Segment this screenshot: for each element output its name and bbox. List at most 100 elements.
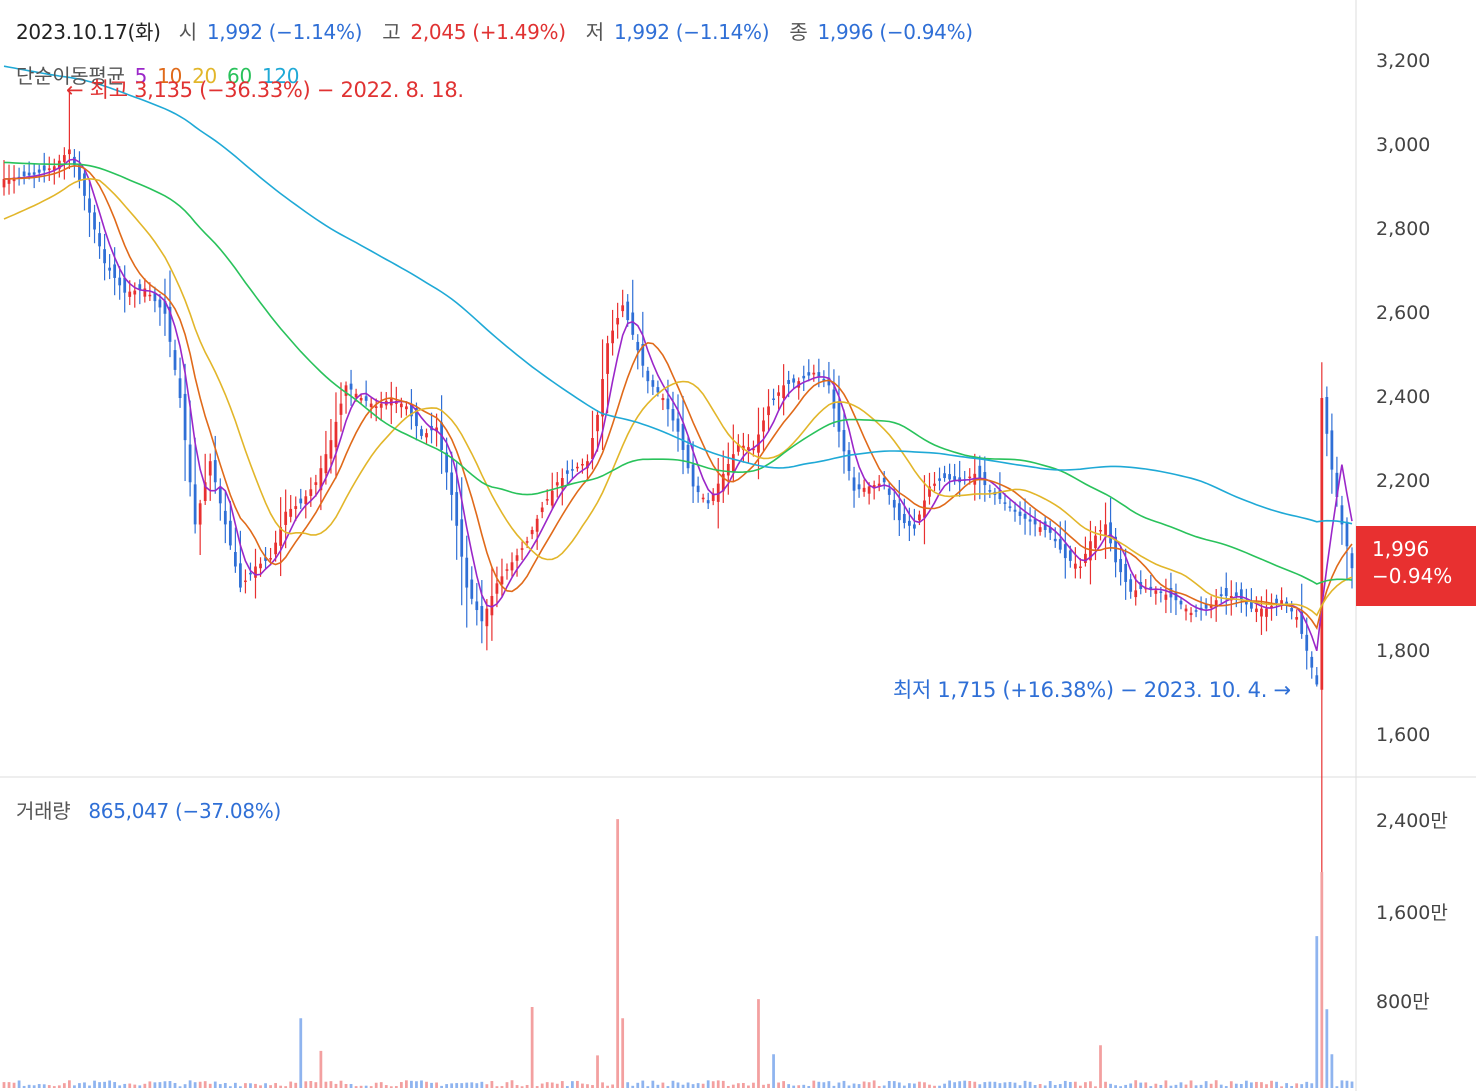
ma-5-line	[3, 158, 1353, 652]
volume-bar	[807, 1086, 811, 1088]
candle-body	[918, 514, 921, 521]
volume-bar	[415, 1081, 418, 1088]
candle-body	[374, 406, 378, 408]
candle-body	[1295, 617, 1299, 620]
volume-bar	[1199, 1084, 1203, 1088]
candle-body	[837, 401, 841, 432]
volume-bar	[450, 1083, 454, 1088]
volume-bar	[1124, 1084, 1128, 1088]
volume-bar	[666, 1086, 670, 1088]
volume-bar	[686, 1082, 690, 1088]
candle-body	[842, 430, 846, 452]
candle-body	[143, 288, 147, 297]
volume-bar	[767, 1083, 770, 1088]
volume-bar	[319, 1050, 323, 1088]
volume-tick-label: 800만	[1376, 991, 1430, 1013]
candle-body	[787, 380, 791, 384]
volume-bar	[98, 1082, 101, 1088]
candle-body	[73, 156, 76, 165]
candle-body	[1028, 519, 1032, 522]
candle-body	[696, 485, 700, 493]
candle-body	[767, 406, 770, 416]
candle-body	[1114, 536, 1117, 563]
volume-bar	[948, 1080, 951, 1088]
candle-body	[1350, 553, 1354, 569]
candle-body	[1234, 592, 1238, 596]
volume-bar	[394, 1086, 398, 1088]
volume-bar	[405, 1080, 408, 1088]
candle-body	[7, 178, 11, 184]
low-annotation: 최저 1,715 (+16.38%) − 2023. 10. 4. →	[893, 678, 1291, 702]
candle-body	[998, 490, 1002, 500]
ma-legend[interactable]: 단순이동평균 5 10 20 60 120	[16, 60, 303, 89]
volume-bar	[52, 1086, 56, 1088]
volume-tick-label: 1,600만	[1376, 902, 1448, 924]
volume-bar	[233, 1082, 237, 1088]
ma-20-line	[3, 177, 1353, 617]
candle-body	[596, 414, 599, 432]
candle-body	[244, 580, 247, 583]
volume-bar	[1204, 1081, 1208, 1088]
ma-60-line	[3, 161, 1353, 585]
candle-body	[777, 392, 780, 396]
volume-bar	[188, 1080, 192, 1088]
candle-body	[1325, 397, 1329, 434]
volume-bar	[736, 1083, 740, 1088]
candle-body	[978, 465, 982, 480]
candle-body	[565, 470, 569, 474]
volume-bar	[27, 1084, 31, 1088]
volume-bar	[148, 1081, 152, 1088]
volume-bar	[1053, 1084, 1057, 1088]
candle-body	[37, 169, 41, 173]
candle-body	[656, 387, 660, 393]
candle-body	[862, 487, 866, 492]
volume-bar	[1028, 1081, 1032, 1088]
candle-body	[324, 454, 328, 474]
candle-body	[475, 601, 479, 611]
volume-bar	[983, 1082, 987, 1088]
candle-body	[525, 541, 529, 543]
volume-bar	[1033, 1085, 1037, 1088]
volume-value: 865,047 (−37.08%)	[88, 799, 281, 823]
volume-bar	[93, 1080, 96, 1088]
volume-bar	[1255, 1081, 1258, 1088]
candle-body	[1149, 586, 1153, 589]
volume-bar	[425, 1081, 428, 1088]
volume-bar	[374, 1082, 378, 1088]
volume-bar	[1094, 1086, 1097, 1088]
candle-body	[1189, 612, 1193, 616]
candle-body	[852, 477, 856, 491]
volume-bar	[1345, 1080, 1349, 1088]
candle-body	[22, 171, 26, 177]
candle-body	[239, 563, 242, 588]
candle-body	[988, 490, 992, 492]
candle-body	[711, 493, 715, 501]
candle-body	[907, 520, 911, 526]
close-label: 종	[789, 20, 808, 44]
candle-body	[123, 277, 127, 293]
volume-bar	[757, 999, 760, 1088]
candle-body	[736, 444, 740, 452]
volume-bar	[274, 1083, 277, 1088]
volume-bar	[1234, 1083, 1238, 1088]
candle-body	[913, 524, 916, 529]
volume-bar	[309, 1081, 313, 1088]
volume-bar	[626, 1082, 630, 1088]
volume-bar	[621, 1018, 625, 1088]
candle-body	[1214, 600, 1218, 606]
open-label: 시	[178, 20, 197, 44]
volume-bar	[1023, 1080, 1027, 1088]
volume-bar	[78, 1083, 81, 1088]
volume-bar	[254, 1083, 257, 1088]
candle-body	[807, 372, 811, 376]
close-value: 1,996 (−0.94%)	[817, 20, 974, 44]
candle-body	[1270, 605, 1273, 608]
candle-body	[636, 341, 640, 351]
candle-body	[1154, 590, 1158, 594]
candle-body	[1184, 608, 1188, 612]
low-label: 저	[585, 20, 604, 44]
volume-bar	[837, 1082, 841, 1088]
volume-bar	[570, 1081, 574, 1088]
candle-body	[1330, 430, 1334, 470]
volume-bar	[384, 1085, 388, 1088]
